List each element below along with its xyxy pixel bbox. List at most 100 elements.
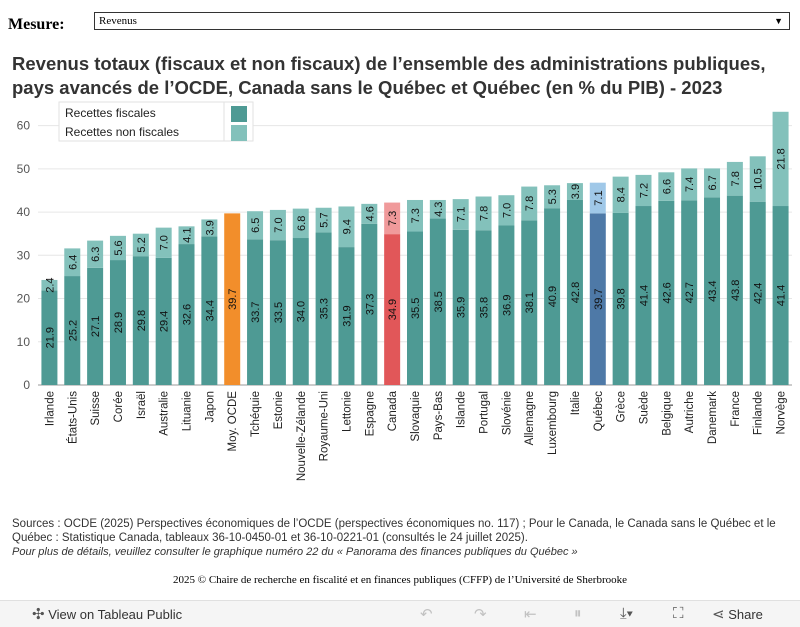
measure-selected-value: Revenus bbox=[99, 15, 137, 27]
x-tick-label: Royaume-Uni bbox=[319, 391, 331, 461]
x-tick-label: Israël bbox=[136, 391, 148, 419]
bar-label-fiscal: 41.4 bbox=[638, 285, 650, 306]
bar-label-non-fiscal: 7.2 bbox=[638, 183, 650, 198]
x-tick-label: Australie bbox=[159, 391, 171, 436]
bar-recettes-non-fiscales bbox=[269, 209, 286, 241]
bar-label-fiscal: 25.2 bbox=[67, 320, 79, 341]
x-tick-label: États-Unis bbox=[66, 391, 79, 444]
bar-label-fiscal: 35.8 bbox=[479, 297, 491, 318]
bar-label-fiscal: 36.9 bbox=[501, 295, 513, 316]
bar-label-fiscal: 39.8 bbox=[616, 288, 628, 309]
bar-recettes-non-fiscales bbox=[772, 111, 789, 207]
x-tick-label: Slovaquie bbox=[410, 391, 422, 442]
bar-label-non-fiscal: 6.3 bbox=[90, 247, 102, 262]
bar-label-non-fiscal: 7.3 bbox=[387, 211, 399, 226]
bar-chart: 0 10 20 30 40 50 60 21.9 2.4 Irlande 25.2 6.4 États-… bbox=[17, 101, 792, 481]
bar-recettes-fiscales bbox=[407, 231, 423, 385]
x-tick-label: France bbox=[730, 391, 742, 427]
bar-recettes-non-fiscales bbox=[429, 199, 446, 219]
bar-recettes-fiscales bbox=[338, 247, 355, 385]
bar-label-non-fiscal: 4.3 bbox=[433, 202, 445, 217]
y-tick-label: 40 bbox=[17, 205, 31, 219]
x-tick-label: Luxembourg bbox=[547, 391, 559, 455]
bar-recettes-non-fiscales bbox=[315, 207, 332, 233]
x-tick-label: Suède bbox=[638, 391, 650, 424]
bar-recettes-non-fiscales bbox=[681, 168, 698, 201]
x-tick-label: Espagne bbox=[364, 391, 376, 436]
bar-recettes-fiscales bbox=[726, 195, 743, 385]
y-tick-label: 30 bbox=[17, 248, 31, 262]
bar-label-non-fiscal: 2.4 bbox=[44, 277, 56, 292]
bar-label-non-fiscal: 3.9 bbox=[204, 220, 216, 235]
bar-recettes-non-fiscales bbox=[64, 248, 81, 277]
x-tick-label: Finlande bbox=[753, 391, 765, 435]
bar-recettes-fiscales bbox=[384, 234, 401, 385]
bar-recettes-non-fiscales bbox=[704, 168, 721, 198]
bar-label-non-fiscal: 10.5 bbox=[753, 168, 765, 189]
bar-recettes-non-fiscales bbox=[749, 156, 766, 202]
bar-recettes-fiscales bbox=[132, 256, 149, 385]
undo-icon[interactable]: ↶ bbox=[420, 606, 433, 623]
sources-detail: Pour plus de détails, veuillez consulter… bbox=[12, 546, 578, 558]
bar-label-non-fiscal: 5.3 bbox=[547, 189, 559, 204]
bar-recettes-fiscales bbox=[749, 201, 766, 385]
y-tick-label: 10 bbox=[17, 335, 31, 349]
view-on-tableau-button[interactable]: ✣ View on Tableau Public bbox=[32, 605, 182, 623]
bar-label-fiscal: 42.4 bbox=[753, 283, 765, 304]
bar-recettes-non-fiscales bbox=[247, 211, 264, 240]
fullscreen-icon[interactable]: ⛶ bbox=[673, 605, 684, 622]
measure-dropdown[interactable]: Revenus ▼ bbox=[94, 12, 790, 30]
measure-label: Mesure: bbox=[8, 16, 65, 33]
x-tick-label: Suisse bbox=[90, 391, 102, 426]
bar-label-fiscal: 31.9 bbox=[341, 305, 353, 326]
bar-label-non-fiscal: 8.4 bbox=[616, 187, 628, 202]
bar-recettes-non-fiscales bbox=[384, 202, 401, 235]
bar-recettes-non-fiscales bbox=[658, 172, 675, 201]
legend: Recettes fiscales Recettes non fiscales bbox=[58, 101, 254, 142]
bar-label-fiscal: 38.1 bbox=[524, 292, 536, 313]
bar-recettes-fiscales bbox=[566, 199, 583, 385]
share-icon: ⋖ bbox=[712, 606, 725, 623]
bar-label-non-fiscal: 6.5 bbox=[250, 218, 262, 233]
pause-icon[interactable]: ⏸ bbox=[574, 605, 582, 622]
bar-recettes-non-fiscales bbox=[475, 196, 492, 231]
bar-label-non-fiscal: 6.8 bbox=[296, 216, 308, 231]
bar-label-fiscal: 35.9 bbox=[456, 297, 468, 318]
bar-label-non-fiscal: 4.6 bbox=[364, 206, 376, 221]
bar-recettes-fiscales bbox=[361, 223, 378, 385]
legend-label: Recettes non fiscales bbox=[65, 125, 179, 139]
legend-swatch bbox=[231, 125, 247, 141]
x-tick-label: Tchéquie bbox=[250, 391, 262, 437]
bar-recettes-non-fiscales bbox=[178, 226, 195, 245]
bar-recettes-fiscales bbox=[704, 197, 721, 385]
share-button[interactable]: ⋖ Share bbox=[712, 605, 763, 623]
bar-label-fiscal: 29.8 bbox=[136, 310, 148, 331]
tableau-logo-icon: ✣ bbox=[32, 606, 45, 623]
bar-label-non-fiscal: 7.0 bbox=[159, 235, 171, 250]
bar-label-fiscal: 35.3 bbox=[319, 298, 331, 319]
bar-label-fiscal: 39.7 bbox=[593, 288, 605, 309]
bar-recettes-fiscales bbox=[452, 229, 469, 385]
x-tick-label: Japon bbox=[204, 391, 216, 422]
chart-title: Revenus totaux (fiscaux et non fiscaux) … bbox=[12, 53, 766, 98]
bar-label-non-fiscal: 7.0 bbox=[501, 203, 513, 218]
bar-label-fiscal: 34.4 bbox=[204, 300, 216, 321]
bar-recettes-non-fiscales bbox=[292, 208, 309, 239]
x-tick-label: Italie bbox=[570, 391, 582, 415]
bar-label-non-fiscal: 7.3 bbox=[410, 208, 422, 223]
bar-label-non-fiscal: 9.4 bbox=[341, 219, 353, 234]
bar-label-non-fiscal: 5.6 bbox=[113, 240, 125, 255]
bar-recettes-non-fiscales bbox=[452, 199, 469, 230]
download-icon[interactable]: ⤓▾ bbox=[620, 605, 633, 622]
bar-label-fiscal: 43.8 bbox=[730, 280, 742, 301]
bar-label-fiscal: 27.1 bbox=[90, 316, 102, 337]
revert-icon[interactable]: ⇤ bbox=[524, 606, 537, 623]
redo-icon[interactable]: ↷ bbox=[474, 606, 487, 623]
bar-label-non-fiscal: 6.7 bbox=[707, 175, 719, 190]
bar-recettes-fiscales bbox=[41, 290, 58, 385]
x-tick-label: Moy. OCDE bbox=[227, 391, 239, 452]
bar-label-non-fiscal: 3.9 bbox=[570, 184, 582, 199]
x-tick-label: Islande bbox=[456, 391, 468, 428]
bar-recettes-non-fiscales bbox=[566, 183, 583, 200]
bar-label-fiscal: 38.5 bbox=[433, 291, 445, 312]
